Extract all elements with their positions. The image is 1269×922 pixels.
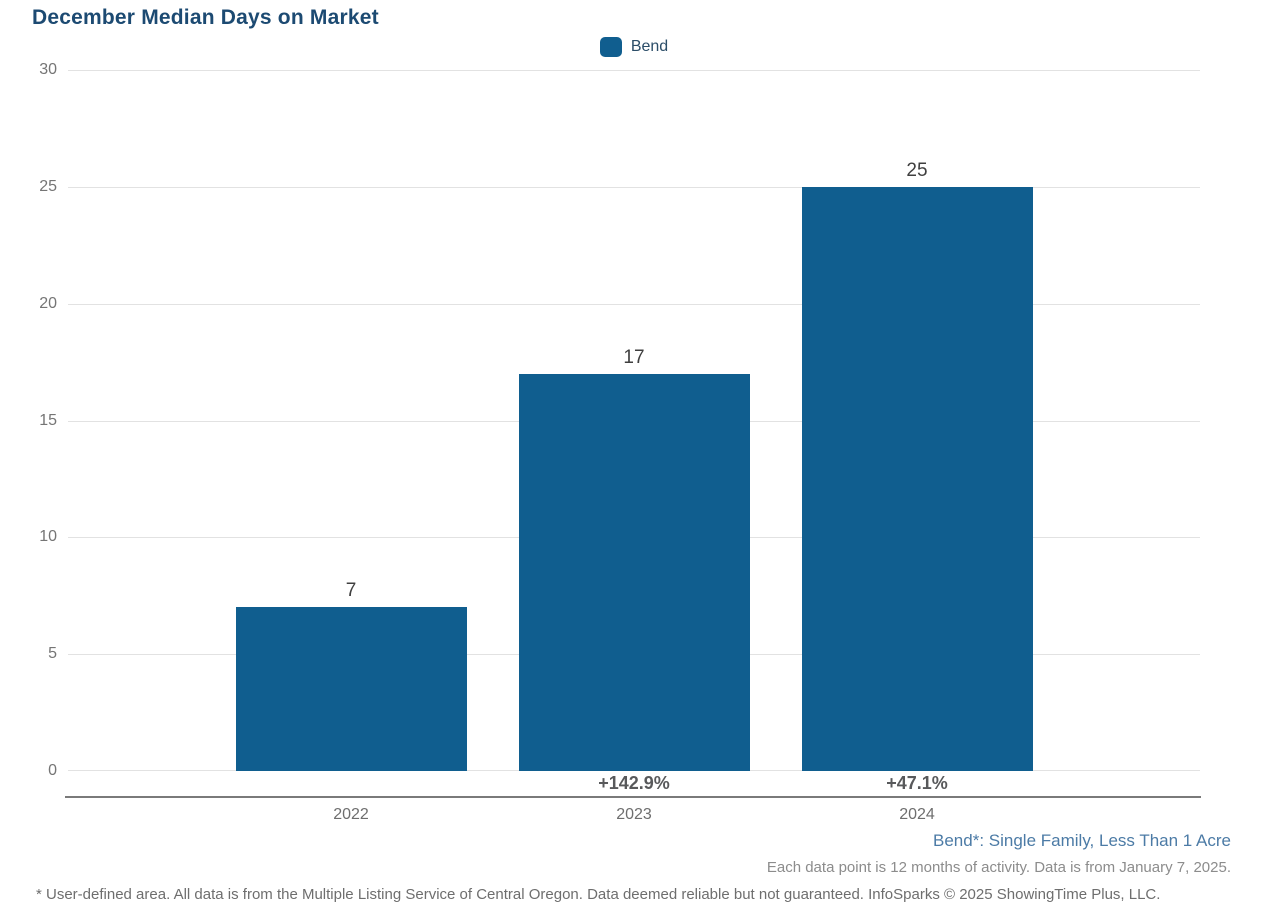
bar-value-label-2024: 25 [906, 159, 928, 181]
legend: Bend [68, 37, 1200, 57]
y-tick-label-0: 0 [48, 762, 57, 779]
bar-value-label-2022: 7 [345, 580, 357, 602]
y-tick-label-20: 20 [39, 294, 57, 312]
x-tick-label-2023: 2023 [616, 806, 652, 823]
plot-area: 7 17 25 [68, 70, 1200, 771]
x-axis: 2022 2023 2024 [68, 806, 1200, 830]
y-tick-label-30: 30 [39, 61, 57, 78]
y-axis: 0 5 10 15 20 25 30 [0, 61, 57, 779]
gridline-20 [68, 303, 1200, 305]
data-period-note: Each data point is 12 months of activity… [766, 859, 1231, 876]
bar-value-label-2023: 17 [623, 346, 645, 368]
bar-2024 [801, 186, 1033, 771]
legend-swatch-bend [599, 37, 622, 57]
bar-2023 [518, 373, 750, 771]
pct-change-label-2024: +47.1% [886, 773, 948, 793]
pct-change-label-2023: +142.9% [598, 773, 670, 793]
gridline-25 [68, 186, 1200, 188]
x-tick-label-2024: 2024 [899, 806, 935, 823]
x-tick-label-2022: 2022 [333, 806, 369, 823]
gridline-30 [68, 70, 1200, 71]
y-tick-label-10: 10 [39, 528, 57, 546]
bar-2022 [235, 607, 467, 771]
y-tick-label-15: 15 [39, 411, 57, 429]
disclaimer-text: * User-defined area. All data is from th… [36, 886, 1161, 903]
legend-item-bend[interactable]: Bend [630, 38, 669, 55]
y-tick-label-25: 25 [39, 177, 57, 195]
y-tick-label-5: 5 [48, 645, 57, 663]
x-axis-line [65, 796, 1201, 798]
pct-change-row: +142.9% +47.1% [68, 773, 1200, 797]
series-definition-note: Bend*: Single Family, Less Than 1 Acre [933, 831, 1231, 850]
chart-title: December Median Days on Market [32, 6, 379, 29]
